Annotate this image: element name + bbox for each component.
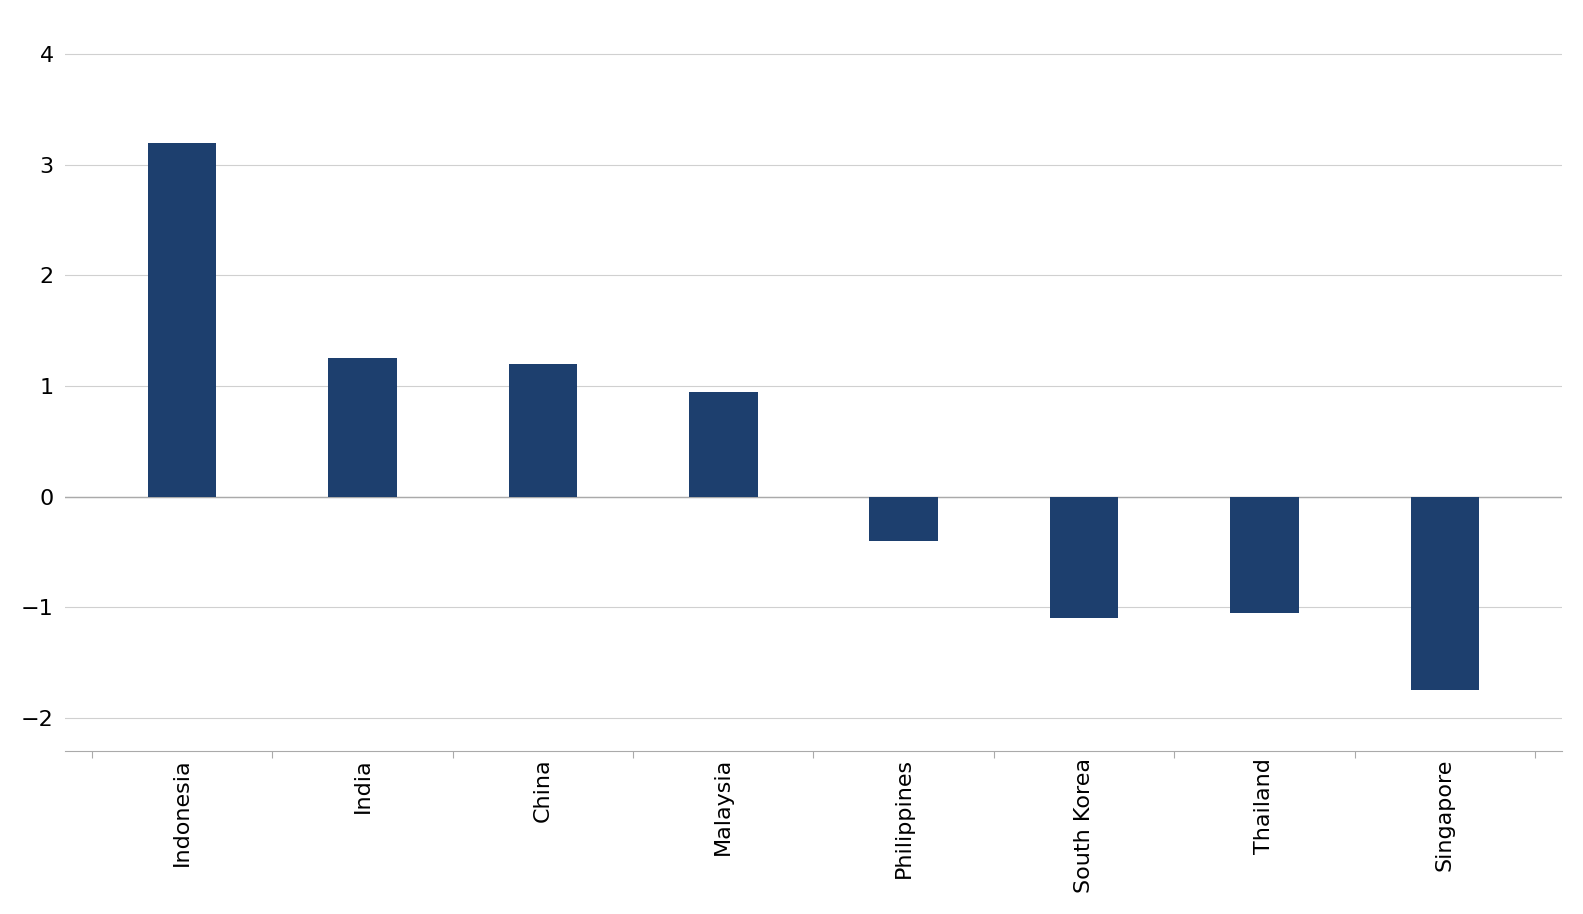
Bar [1230, 496, 1298, 613]
Bar [1410, 496, 1479, 690]
Bar [328, 358, 397, 496]
Bar [508, 364, 578, 496]
Bar [869, 496, 937, 541]
Bar [147, 143, 217, 496]
Bar [689, 391, 758, 496]
Bar [1050, 496, 1118, 619]
